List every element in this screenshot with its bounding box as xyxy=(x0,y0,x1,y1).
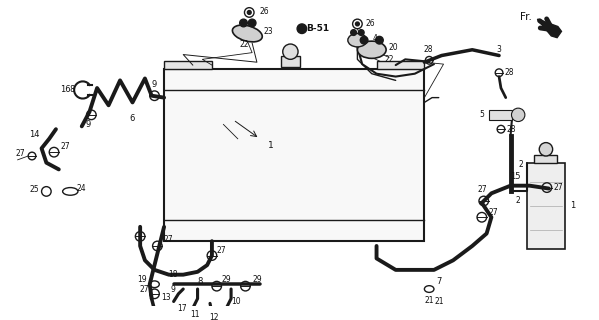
Circle shape xyxy=(360,36,368,44)
Bar xyxy=(534,155,558,163)
Text: 22: 22 xyxy=(384,55,394,64)
Text: 18: 18 xyxy=(168,270,177,279)
Text: 9: 9 xyxy=(86,120,91,129)
Text: 28: 28 xyxy=(505,68,515,77)
Circle shape xyxy=(247,11,251,14)
Bar xyxy=(281,55,300,67)
Text: 21: 21 xyxy=(425,296,434,305)
Text: 9: 9 xyxy=(170,284,175,293)
Text: 26: 26 xyxy=(260,7,270,16)
Bar xyxy=(489,110,513,120)
Circle shape xyxy=(249,19,256,27)
Bar xyxy=(164,61,212,69)
Text: 1: 1 xyxy=(570,201,576,210)
Text: 2: 2 xyxy=(519,160,524,169)
Text: 14: 14 xyxy=(29,131,39,140)
Ellipse shape xyxy=(358,41,386,58)
Text: 11: 11 xyxy=(190,310,199,319)
Text: 10: 10 xyxy=(231,297,241,306)
Ellipse shape xyxy=(348,34,367,47)
Text: 20: 20 xyxy=(388,43,398,52)
Text: 17: 17 xyxy=(177,304,187,313)
Text: 27: 27 xyxy=(477,185,486,194)
Bar xyxy=(527,163,565,249)
Text: 27: 27 xyxy=(16,148,25,158)
Bar xyxy=(377,61,425,69)
Text: 24: 24 xyxy=(77,184,87,193)
Text: 13: 13 xyxy=(161,293,171,302)
Text: 28: 28 xyxy=(507,125,516,134)
Text: 27: 27 xyxy=(163,235,173,244)
Text: 15: 15 xyxy=(510,172,521,180)
Circle shape xyxy=(358,30,364,36)
Text: 2: 2 xyxy=(516,196,521,205)
Text: Fr.: Fr. xyxy=(520,12,532,22)
Circle shape xyxy=(350,30,356,36)
Text: 5: 5 xyxy=(479,110,484,119)
Text: 29: 29 xyxy=(252,275,262,284)
Circle shape xyxy=(240,19,247,27)
Circle shape xyxy=(196,312,208,320)
Ellipse shape xyxy=(232,25,262,42)
Text: 8: 8 xyxy=(198,277,203,286)
Bar xyxy=(164,69,425,241)
Circle shape xyxy=(376,36,383,44)
Text: 21: 21 xyxy=(434,297,443,306)
Text: 7: 7 xyxy=(436,277,441,286)
Circle shape xyxy=(297,24,307,34)
Text: B-51: B-51 xyxy=(305,24,329,33)
Text: 6: 6 xyxy=(130,114,135,123)
Text: 1: 1 xyxy=(268,141,274,150)
Text: 25: 25 xyxy=(29,185,39,194)
Text: 16: 16 xyxy=(60,85,71,94)
Text: 29: 29 xyxy=(222,275,231,284)
Text: 8: 8 xyxy=(69,85,75,94)
Text: 28: 28 xyxy=(423,45,433,54)
Text: 4: 4 xyxy=(372,34,377,43)
Text: 27: 27 xyxy=(60,142,70,151)
Text: 27: 27 xyxy=(553,183,563,192)
Text: 9: 9 xyxy=(152,80,157,89)
Text: 3: 3 xyxy=(497,45,501,54)
Text: 27: 27 xyxy=(139,284,149,293)
Circle shape xyxy=(512,108,525,122)
Text: 19: 19 xyxy=(137,275,147,284)
Circle shape xyxy=(355,22,359,26)
Circle shape xyxy=(283,44,298,59)
Text: 23: 23 xyxy=(264,27,273,36)
Text: 26: 26 xyxy=(366,20,376,28)
Text: 22: 22 xyxy=(240,41,249,50)
Circle shape xyxy=(539,143,553,156)
Polygon shape xyxy=(537,19,561,38)
Text: 27: 27 xyxy=(217,246,226,255)
Text: 27: 27 xyxy=(489,208,498,217)
Text: 12: 12 xyxy=(209,313,219,320)
